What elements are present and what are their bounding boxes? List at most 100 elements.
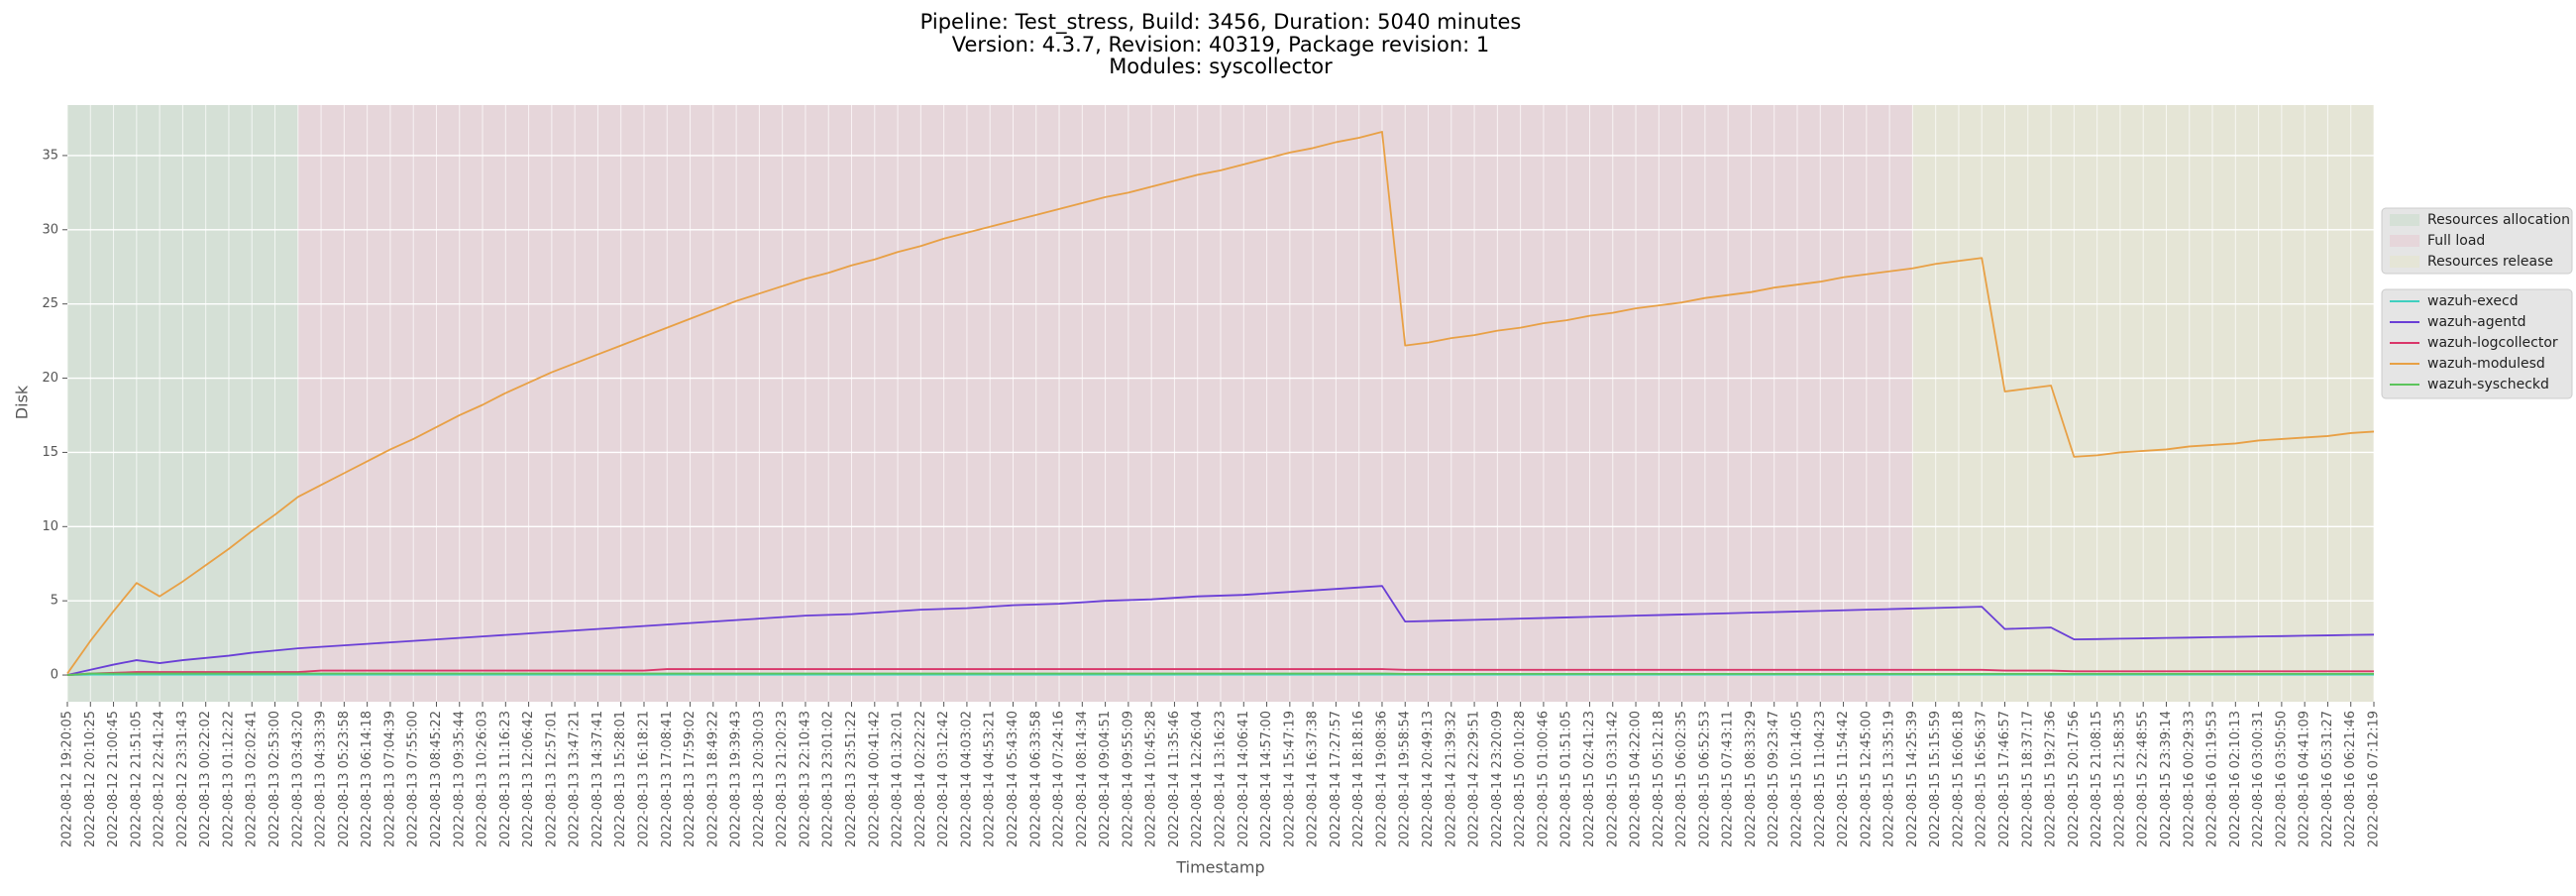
legend-swatch	[2390, 256, 2419, 268]
chart-title: Version: 4.3.7, Revision: 40319, Package…	[952, 33, 1490, 56]
x-tick-label: 2022-08-14 03:12:42	[936, 711, 951, 847]
x-tick-label: 2022-08-14 18:18:16	[1351, 711, 1366, 847]
legend-swatch	[2390, 235, 2419, 247]
y-tick-label: 10	[42, 519, 58, 534]
x-tick-label: 2022-08-13 10:26:03	[476, 711, 490, 847]
x-tick-label: 2022-08-16 01:19:53	[2205, 711, 2220, 847]
legend-label: wazuh-modulesd	[2427, 356, 2545, 372]
x-tick-label: 2022-08-16 02:10:13	[2228, 711, 2243, 847]
x-tick-label: 2022-08-13 18:49:22	[705, 711, 720, 847]
y-tick-label: 0	[51, 668, 58, 683]
x-tick-label: 2022-08-12 21:00:45	[106, 711, 121, 847]
x-tick-label: 2022-08-13 20:30:03	[752, 711, 767, 847]
x-tick-label: 2022-08-12 19:20:05	[60, 711, 75, 847]
x-tick-label: 2022-08-14 09:55:09	[1121, 711, 1135, 847]
x-tick-label: 2022-08-13 02:53:00	[268, 711, 282, 847]
legend-swatch	[2390, 214, 2419, 226]
x-tick-label: 2022-08-13 14:37:41	[590, 711, 605, 847]
x-tick-label: 2022-08-14 06:33:58	[1028, 711, 1043, 847]
y-tick-label: 35	[42, 148, 58, 163]
x-tick-label: 2022-08-15 16:56:37	[1975, 711, 1989, 847]
y-tick-label: 15	[42, 445, 58, 460]
y-tick-label: 30	[42, 222, 58, 237]
x-tick-label: 2022-08-14 05:43:40	[1006, 711, 1020, 847]
legend-label: wazuh-syscheckd	[2427, 377, 2549, 392]
x-tick-label: 2022-08-14 11:35:46	[1167, 711, 1182, 847]
x-tick-label: 2022-08-16 07:12:19	[2367, 711, 2382, 847]
x-tick-label: 2022-08-15 07:43:11	[1721, 711, 1736, 847]
x-tick-label: 2022-08-12 23:31:43	[175, 711, 190, 847]
legend-label: Full load	[2427, 233, 2485, 249]
x-tick-label: 2022-08-13 07:04:39	[382, 711, 397, 847]
chart-title: Modules: syscollector	[1109, 55, 1333, 78]
x-tick-label: 2022-08-15 20:17:56	[2067, 711, 2082, 847]
x-tick-label: 2022-08-16 06:21:46	[2343, 711, 2358, 847]
x-tick-label: 2022-08-15 06:52:53	[1697, 711, 1712, 847]
x-tick-label: 2022-08-15 00:10:28	[1513, 711, 1528, 847]
x-tick-label: 2022-08-12 22:41:24	[153, 711, 167, 847]
x-tick-label: 2022-08-14 04:03:02	[959, 711, 974, 847]
x-tick-label: 2022-08-15 21:08:15	[2090, 711, 2104, 847]
x-tick-label: 2022-08-15 02:41:23	[1582, 711, 1597, 847]
x-tick-label: 2022-08-13 03:43:20	[290, 711, 305, 847]
legend-label: wazuh-logcollector	[2427, 335, 2558, 351]
x-tick-label: 2022-08-13 22:10:43	[798, 711, 812, 847]
x-tick-label: 2022-08-13 16:18:21	[637, 711, 652, 847]
x-tick-label: 2022-08-14 12:26:04	[1190, 711, 1205, 847]
x-tick-label: 2022-08-13 17:59:02	[683, 711, 698, 847]
x-tick-label: 2022-08-14 10:45:28	[1144, 711, 1159, 847]
x-tick-label: 2022-08-16 03:00:31	[2251, 711, 2266, 847]
x-tick-label: 2022-08-15 05:12:18	[1652, 711, 1666, 847]
x-tick-label: 2022-08-15 04:22:00	[1629, 711, 1644, 847]
x-tick-label: 2022-08-13 23:01:02	[821, 711, 836, 847]
x-tick-label: 2022-08-14 07:24:16	[1052, 711, 1067, 847]
x-tick-label: 2022-08-15 14:25:39	[1905, 711, 1920, 847]
x-tick-label: 2022-08-15 21:58:35	[2112, 711, 2127, 847]
legend-label: wazuh-execd	[2427, 293, 2519, 309]
y-tick-label: 25	[42, 296, 58, 311]
x-tick-label: 2022-08-14 23:20:09	[1490, 711, 1505, 847]
x-tick-label: 2022-08-13 17:08:41	[660, 711, 675, 847]
x-tick-label: 2022-08-13 09:35:44	[452, 711, 467, 847]
x-tick-label: 2022-08-15 22:48:55	[2136, 711, 2151, 847]
x-tick-label: 2022-08-15 13:35:19	[1882, 711, 1897, 847]
y-axis-label: Disk	[13, 385, 32, 419]
x-tick-label: 2022-08-13 12:57:01	[544, 711, 559, 847]
x-tick-label: 2022-08-14 19:08:36	[1374, 711, 1389, 847]
x-tick-label: 2022-08-15 11:54:42	[1836, 711, 1851, 847]
x-tick-label: 2022-08-14 14:57:00	[1259, 711, 1274, 847]
x-tick-label: 2022-08-15 15:15:59	[1928, 711, 1943, 847]
x-tick-label: 2022-08-15 12:45:00	[1859, 711, 1874, 847]
x-tick-label: 2022-08-14 16:37:38	[1306, 711, 1321, 847]
x-tick-label: 2022-08-14 04:53:21	[983, 711, 998, 847]
x-tick-label: 2022-08-13 02:02:41	[245, 711, 260, 847]
legend-label: wazuh-agentd	[2427, 314, 2526, 330]
x-tick-label: 2022-08-15 01:00:46	[1536, 711, 1551, 847]
legend-label: Resources allocation	[2427, 212, 2570, 228]
x-tick-label: 2022-08-15 09:23:47	[1767, 711, 1781, 847]
x-tick-label: 2022-08-13 07:55:00	[406, 711, 421, 847]
x-axis-label: Timestamp	[1175, 858, 1264, 877]
x-tick-label: 2022-08-15 16:06:18	[1951, 711, 1966, 847]
x-tick-label: 2022-08-13 15:28:01	[613, 711, 628, 847]
chart-title: Pipeline: Test_stress, Build: 3456, Dura…	[920, 10, 1522, 35]
x-tick-label: 2022-08-13 19:39:43	[729, 711, 744, 847]
x-tick-label: 2022-08-15 06:02:35	[1674, 711, 1689, 847]
x-tick-label: 2022-08-14 08:14:34	[1075, 711, 1090, 847]
x-tick-label: 2022-08-14 02:22:22	[913, 711, 928, 847]
x-tick-label: 2022-08-15 08:33:29	[1744, 711, 1759, 847]
x-tick-label: 2022-08-13 04:33:39	[314, 711, 329, 847]
x-tick-label: 2022-08-14 15:47:19	[1282, 711, 1297, 847]
x-tick-label: 2022-08-15 18:37:17	[2020, 711, 2035, 847]
x-tick-label: 2022-08-15 03:31:42	[1605, 711, 1620, 847]
x-tick-label: 2022-08-14 17:27:57	[1329, 711, 1343, 847]
x-tick-label: 2022-08-14 09:04:51	[1098, 711, 1113, 847]
y-tick-label: 20	[42, 371, 58, 386]
x-tick-label: 2022-08-14 20:49:13	[1421, 711, 1436, 847]
x-tick-label: 2022-08-14 19:58:54	[1398, 711, 1413, 847]
x-tick-label: 2022-08-13 00:22:02	[198, 711, 213, 847]
x-tick-label: 2022-08-16 04:41:09	[2298, 711, 2312, 847]
x-tick-label: 2022-08-14 22:29:51	[1467, 711, 1482, 847]
